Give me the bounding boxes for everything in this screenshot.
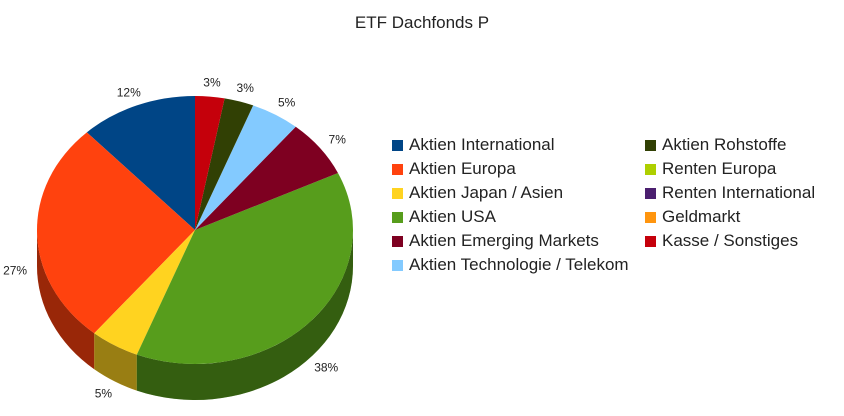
pie-side	[94, 333, 137, 391]
pie-slice	[195, 98, 254, 230]
legend-item: Geldmarkt	[643, 207, 815, 227]
legend-item: Aktien Japan / Asien	[390, 183, 631, 203]
pie-slice	[195, 105, 296, 230]
legend-label: Renten International	[662, 183, 816, 202]
data-label: 27%	[3, 264, 27, 278]
legend-swatch	[392, 140, 403, 151]
legend-item: Kasse / Sonstiges	[643, 231, 815, 251]
data-label: 5%	[95, 386, 113, 400]
legend-label: Renten Europa	[662, 159, 777, 178]
legend-swatch	[645, 212, 656, 223]
legend-item: Aktien Rohstoffe	[643, 135, 815, 155]
legend-swatch	[392, 164, 403, 175]
legend-label: Aktien USA	[409, 207, 496, 226]
data-label: 5%	[278, 96, 296, 110]
legend-label: Kasse / Sonstiges	[662, 231, 799, 250]
data-label: 12%	[117, 85, 141, 99]
legend-item: Aktien International	[390, 135, 631, 155]
legend-swatch	[645, 140, 656, 151]
legend-label: Aktien Japan / Asien	[409, 183, 564, 202]
legend-label: Aktien Technologie / Telekom	[409, 255, 629, 274]
legend-item: Renten Europa	[643, 159, 815, 179]
legend: Aktien International Aktien Europa Aktien …	[390, 135, 815, 275]
pie-side-shade	[94, 333, 137, 391]
pie-slice	[195, 126, 338, 230]
pie-slice	[195, 96, 225, 230]
pie-slice	[136, 172, 354, 364]
legend-swatch	[645, 188, 656, 199]
pie-slice	[94, 230, 195, 355]
legend-swatch	[392, 188, 403, 199]
pie-slice	[36, 132, 195, 334]
legend-swatch	[645, 236, 656, 247]
legend-column: Aktien International Aktien Europa Aktien …	[390, 135, 631, 275]
legend-label: Aktien Europa	[409, 159, 516, 178]
legend-item: Aktien Emerging Markets	[390, 231, 631, 251]
data-label: 3%	[203, 76, 221, 90]
legend-item: Aktien Europa	[390, 159, 631, 179]
data-label: 3%	[237, 81, 255, 95]
legend-label: Aktien International	[409, 135, 555, 154]
data-label: 7%	[329, 132, 347, 146]
legend-label: Aktien Emerging Markets	[409, 231, 599, 250]
legend-swatch	[645, 164, 656, 175]
legend-item: Aktien Technologie / Telekom	[390, 255, 631, 275]
legend-item: Aktien USA	[390, 207, 631, 227]
pie-side-shade	[37, 230, 95, 370]
legend-label: Geldmarkt	[662, 207, 741, 226]
pie-slice	[86, 96, 195, 230]
legend-label: Aktien Rohstoffe	[662, 135, 787, 154]
legend-column: Aktien Rohstoffe Renten Europa Renten Inte…	[643, 135, 815, 275]
legend-swatch	[392, 260, 403, 271]
legend-swatch	[392, 236, 403, 247]
pie-side-shade	[136, 230, 353, 400]
legend-item: Renten International	[643, 183, 815, 203]
chart-title: ETF Dachfonds P	[355, 13, 489, 32]
legend-swatch	[392, 212, 403, 223]
data-label: 38%	[314, 360, 338, 374]
pie-side	[37, 230, 95, 370]
pie-side	[136, 230, 353, 400]
